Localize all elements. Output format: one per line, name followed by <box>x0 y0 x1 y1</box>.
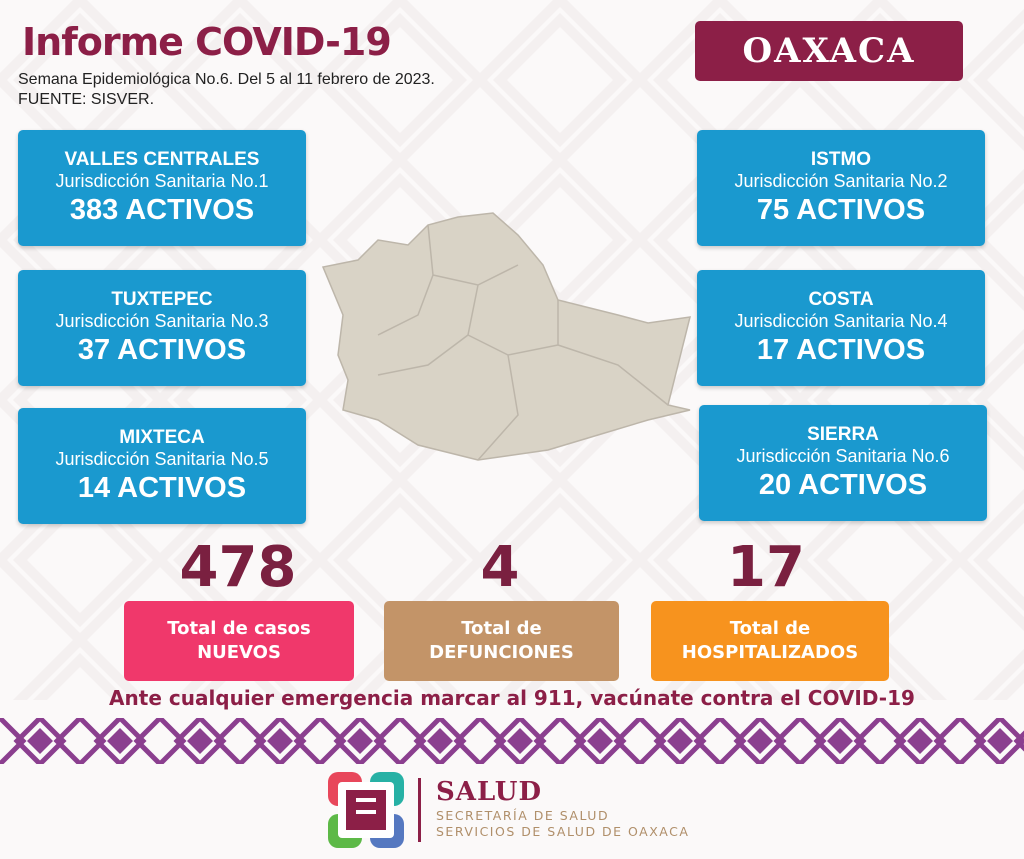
label: Total de <box>729 618 811 639</box>
card-tuxtepec: TUXTEPEC Jurisdicción Sanitaria No.3 37 … <box>18 270 306 386</box>
label: Total de casos <box>167 618 311 639</box>
card-mixteca: MIXTECA Jurisdicción Sanitaria No.5 14 A… <box>18 408 306 524</box>
ministry-line: SECRETARÍA DE SALUD <box>436 808 610 823</box>
label: HOSPITALIZADOS <box>681 642 859 663</box>
active-count: 37 ACTIVOS <box>77 334 247 366</box>
region-name: ISTMO <box>810 149 872 170</box>
label: DEFUNCIONES <box>429 642 574 663</box>
jurisdiction: Jurisdicción Sanitaria No.3 <box>55 311 269 331</box>
oaxaca-map <box>321 212 691 461</box>
subtitle: Semana Epidemiológica No.6. Del 5 al 11 … <box>18 70 435 110</box>
card-costa: COSTA Jurisdicción Sanitaria No.4 17 ACT… <box>697 270 985 386</box>
region-name: COSTA <box>808 289 874 310</box>
card-sierra: SIERRA Jurisdicción Sanitaria No.6 20 AC… <box>699 405 987 521</box>
active-count: 17 ACTIVOS <box>756 334 926 366</box>
jurisdiction: Jurisdicción Sanitaria No.2 <box>734 171 948 191</box>
hospitalized-box: Total de HOSPITALIZADOS <box>651 601 889 681</box>
region-name: TUXTEPEC <box>111 289 213 310</box>
page-title: Informe COVID-19 <box>22 20 392 64</box>
divider <box>418 778 421 842</box>
active-count: 20 ACTIVOS <box>758 469 928 501</box>
new-cases-box: Total de casos NUEVOS <box>124 601 354 681</box>
week-info: Semana Epidemiológica No.6. Del 5 al 11 … <box>18 71 435 88</box>
jurisdiction: Jurisdicción Sanitaria No.5 <box>55 449 269 469</box>
label: NUEVOS <box>197 642 281 663</box>
emergency-message: Ante cualquier emergencia marcar al 911,… <box>109 686 915 710</box>
active-count: 75 ACTIVOS <box>756 194 926 226</box>
label: Total de <box>461 618 542 639</box>
region-name: SIERRA <box>807 424 879 445</box>
deaths-number: 4 <box>480 535 520 600</box>
jurisdiction: Jurisdicción Sanitaria No.1 <box>55 171 269 191</box>
deaths-box: Total de DEFUNCIONES <box>384 601 619 681</box>
salud-logo-icon <box>328 772 404 848</box>
source: FUENTE: SISVER. <box>18 91 155 108</box>
region-name: MIXTECA <box>119 427 205 448</box>
card-istmo: ISTMO Jurisdicción Sanitaria No.2 75 ACT… <box>697 130 985 246</box>
new-cases-number: 478 <box>179 535 297 600</box>
services-line: SERVICIOS DE SALUD DE OAXACA <box>436 824 690 839</box>
brand-name: SALUD <box>436 777 543 807</box>
jurisdiction: Jurisdicción Sanitaria No.6 <box>736 446 950 466</box>
state-badge: OAXACA <box>695 21 963 81</box>
active-count: 14 ACTIVOS <box>77 472 247 504</box>
decorative-band <box>0 718 1024 764</box>
card-valles-centrales: VALLES CENTRALES Jurisdicción Sanitaria … <box>18 130 306 246</box>
hospitalized-number: 17 <box>727 535 805 600</box>
region-name: VALLES CENTRALES <box>64 149 260 170</box>
jurisdiction: Jurisdicción Sanitaria No.4 <box>734 311 948 331</box>
active-count: 383 ACTIVOS <box>69 194 255 226</box>
